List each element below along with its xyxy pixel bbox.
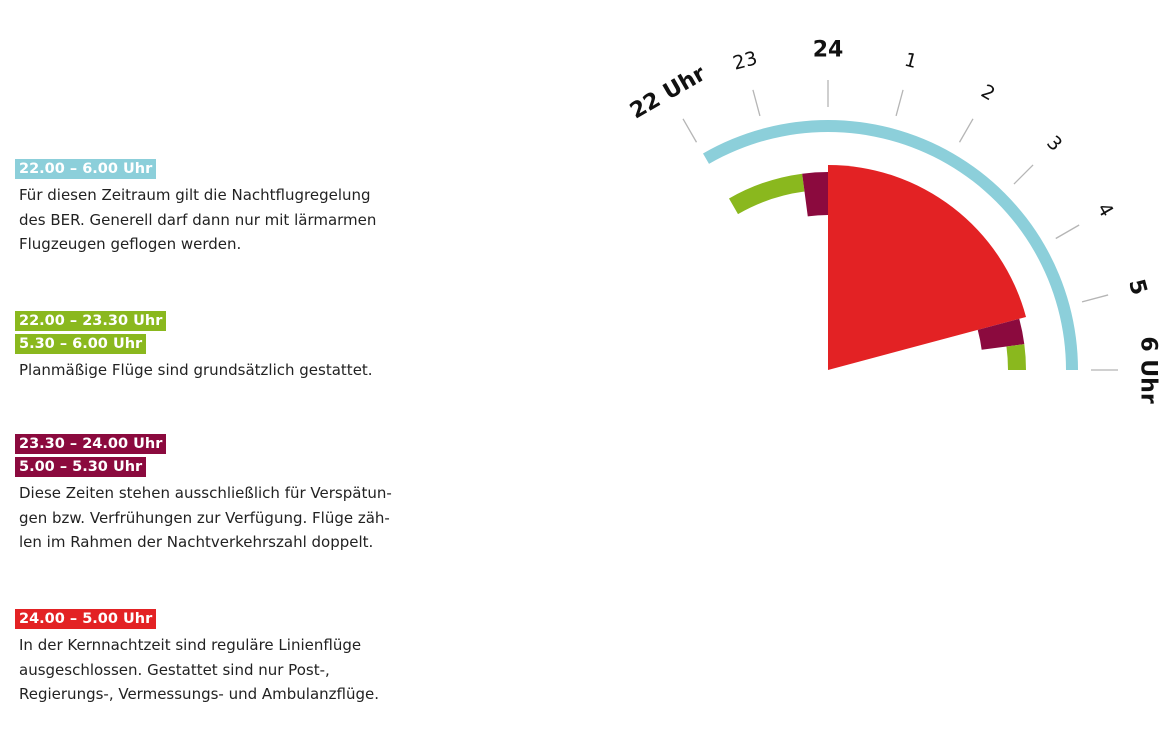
legend-block-4: 24.00 – 5.00 Uhr In der Kernnachtzeit sin… <box>15 608 465 707</box>
time-range-tag: 22.00 – 23.30 Uhr <box>15 311 167 331</box>
time-arcs <box>703 119 1078 370</box>
hour-tick <box>1013 164 1034 185</box>
hour-label: 4 <box>1093 199 1118 220</box>
legend-block-3: 23.30 – 24.00 Uhr 5.00 – 5.30 Uhr Diese Ze… <box>15 433 465 555</box>
time-range-tag-row: 5.00 – 5.30 Uhr <box>15 456 465 479</box>
legend-description: Planmäßige Flüge sind grundsätzlich gest… <box>19 361 373 379</box>
hour-tick <box>958 118 974 143</box>
arc-inner-6 <box>1006 344 1026 370</box>
time-range-tag: 5.30 – 6.00 Uhr <box>15 334 147 354</box>
hour-label: 22 Uhr <box>626 61 710 124</box>
legend-description: In der Kernnachtzeit sind reguläre Linie… <box>19 636 380 703</box>
hour-tick <box>752 89 761 117</box>
arc-band-3 <box>802 172 828 217</box>
legend-block-1: 22.00 – 6.00 Uhr Für diesen Zeitraum gilt… <box>15 158 465 257</box>
legend-block-2: 22.00 – 23.30 Uhr 5.30 – 6.00 Uhr Planmäßi… <box>15 310 465 383</box>
arc-inner-2 <box>729 173 805 215</box>
arc-core-4 <box>828 165 1027 370</box>
hour-ticks <box>682 80 1118 371</box>
time-range-tag: 23.30 – 24.00 Uhr <box>15 434 167 454</box>
hour-tick <box>895 89 904 117</box>
arc-band-5 <box>977 318 1025 350</box>
time-range-tag: 24.00 – 5.00 Uhr <box>15 609 157 629</box>
arc-outer-1 <box>703 119 1078 370</box>
time-range-tag-row: 23.30 – 24.00 Uhr <box>15 433 465 456</box>
hour-label: 1 <box>902 49 919 73</box>
hour-tick <box>1055 224 1080 240</box>
hour-label: 2 <box>977 80 998 105</box>
time-range-tag-row: 22.00 – 23.30 Uhr <box>15 310 465 333</box>
hour-label: 3 <box>1042 132 1066 156</box>
hour-label: 5 <box>1123 277 1151 298</box>
time-range-tag: 5.00 – 5.30 Uhr <box>15 457 147 477</box>
hour-tick <box>682 118 698 143</box>
hour-label: 24 <box>813 38 844 63</box>
time-range-tag: 22.00 – 6.00 Uhr <box>15 159 157 179</box>
time-range-tag-row: 5.30 – 6.00 Uhr <box>15 333 465 356</box>
legend-description: Für diesen Zeitraum gilt die Nachtflugre… <box>19 186 377 253</box>
hour-label: 23 <box>731 47 760 75</box>
time-range-tag-row: 22.00 – 6.00 Uhr <box>15 158 465 181</box>
hour-tick <box>1081 294 1109 303</box>
hour-label: 6 Uhr <box>1136 336 1161 403</box>
time-range-tag-row: 24.00 – 5.00 Uhr <box>15 608 465 631</box>
legend-description: Diese Zeiten stehen ausschließlich für V… <box>19 484 392 551</box>
